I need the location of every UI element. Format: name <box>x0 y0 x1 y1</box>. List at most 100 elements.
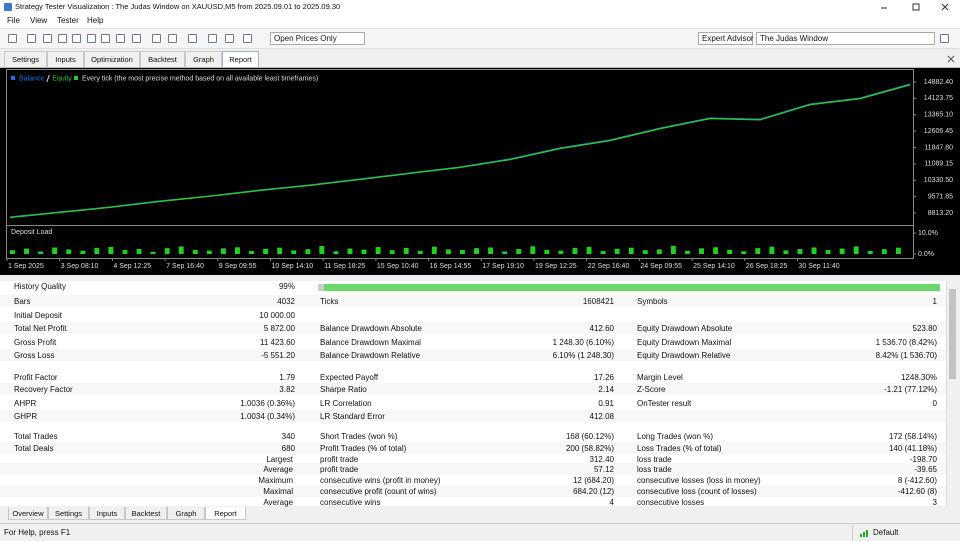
x-tick-label: 16 Sep 14:55 <box>430 263 472 270</box>
tab[interactable]: Backtest <box>140 51 185 67</box>
deposit-bar <box>94 247 100 254</box>
toolbar-button[interactable] <box>188 34 197 43</box>
toolbar-button[interactable] <box>101 34 110 43</box>
status-help: For Help, press F1 <box>4 528 71 537</box>
deposit-bar <box>502 251 508 254</box>
tab[interactable]: Report <box>222 51 259 67</box>
report-value: 340 <box>281 432 295 441</box>
bottom-tab-bar: Overview Settings Inputs Backtest Graph Repor… <box>0 507 960 521</box>
window-controls[interactable] <box>870 0 960 14</box>
menu-item[interactable]: Tester <box>57 16 79 25</box>
toolbar-button[interactable] <box>87 34 96 43</box>
toolbar-button[interactable] <box>132 34 141 43</box>
toolbar-button[interactable] <box>243 34 252 43</box>
deposit-bar <box>291 250 297 254</box>
menu-item[interactable]: View <box>30 16 48 25</box>
model-select[interactable]: Open Prices Only <box>270 32 365 45</box>
bottom-tab[interactable]: Graph <box>167 507 205 520</box>
deposit-bar <box>277 247 283 254</box>
toolbar-button[interactable] <box>43 34 52 43</box>
close[interactable] <box>941 3 949 11</box>
report-sublabel: Largest <box>266 455 293 464</box>
legend-mode: Every tick (the most precise method base… <box>82 75 318 82</box>
report-value: 168 (60.12%) <box>565 432 614 441</box>
deposit-bar <box>235 247 240 254</box>
report-label: Total Deals <box>14 444 54 453</box>
report-value: 412.60 <box>589 324 614 333</box>
report-label: OnTester result <box>637 399 692 408</box>
toolbar-button[interactable] <box>152 34 161 43</box>
program-type-select[interactable]: Expert Advisor <box>698 32 754 45</box>
report-value: -39.65 <box>914 465 937 474</box>
deposit-bar <box>797 248 803 254</box>
tab[interactable]: Optimization <box>84 51 140 67</box>
toolbar-button[interactable] <box>225 34 234 43</box>
deposit-bar <box>670 245 676 254</box>
scrollbar[interactable] <box>946 281 959 506</box>
bottom-tab[interactable]: Backtest <box>125 507 167 520</box>
legend-separator <box>46 74 50 83</box>
report-label: profit trade <box>320 455 359 464</box>
y-tick-label: 11089.15 <box>924 161 953 168</box>
legend-entry: Equity <box>52 75 72 82</box>
deposit-bar <box>642 250 648 254</box>
bottom-tab[interactable]: Settings <box>48 507 89 520</box>
toolbar-button[interactable] <box>116 34 125 43</box>
row-band <box>0 322 946 334</box>
report-label: Expected Payoff <box>320 373 379 382</box>
toolbar-button[interactable] <box>208 34 217 43</box>
report-sublabel: Maximum <box>258 476 293 485</box>
deposit-bar <box>333 251 339 254</box>
tab[interactable]: Graph <box>185 51 222 67</box>
toolbar: Open Prices Only Expert Advisor The Juda… <box>0 29 960 49</box>
report-label: Short Trades (won %) <box>320 432 398 441</box>
deposit-bar <box>713 247 719 254</box>
bottom-tab[interactable]: Report <box>205 507 246 520</box>
deposit-bar <box>220 248 226 254</box>
toolbar-button[interactable] <box>168 34 177 43</box>
bottom-tab[interactable]: Inputs <box>89 507 125 520</box>
deposit-bar <box>445 249 451 254</box>
deposit-bar <box>150 251 156 254</box>
report-value: 684.20 (12) <box>573 487 614 496</box>
deposit-bar <box>488 247 494 254</box>
deposit-bar <box>614 248 620 254</box>
row-band <box>0 485 946 497</box>
toolbar-button[interactable] <box>8 34 17 43</box>
row-band <box>0 442 946 454</box>
scroll-thumb[interactable] <box>949 289 956 379</box>
maximize[interactable] <box>912 3 920 11</box>
deposit-bar <box>600 251 606 254</box>
toolbar-button[interactable] <box>27 34 36 43</box>
toolbar-button[interactable] <box>72 34 81 43</box>
legend-swatch <box>74 76 78 80</box>
signal-icon <box>860 530 868 537</box>
report-label: loss trade <box>637 455 672 464</box>
report-label: consecutive losses (loss in money) <box>637 476 761 485</box>
close-panel[interactable] <box>946 54 956 64</box>
toolbar-button[interactable] <box>58 34 67 43</box>
report-value: 1.0036 (0.36%) <box>240 399 295 408</box>
deposit-bar <box>52 247 58 254</box>
menu-item[interactable]: Help <box>87 16 104 25</box>
deposit-bar <box>178 246 184 254</box>
y-tick-label: 14882.40 <box>924 79 953 86</box>
report-label: Z-Score <box>637 385 666 394</box>
program-name-field[interactable]: The Judas Window <box>756 32 935 45</box>
report-value: 0 <box>932 399 937 408</box>
x-tick-label: 7 Sep 16:40 <box>166 263 204 270</box>
bottom-tab[interactable]: Overview <box>8 507 48 520</box>
menu-item[interactable]: File <box>7 16 20 25</box>
deposit-bar <box>530 246 536 254</box>
tab[interactable]: Inputs <box>47 51 84 67</box>
tab[interactable]: Settings <box>4 51 47 67</box>
report-value: 1 248.30 (6.10%) <box>552 338 614 347</box>
deposit-bar <box>375 247 381 254</box>
report-sublabel: Maximal <box>263 487 293 496</box>
deposit-bar <box>572 247 578 254</box>
toolbar-button[interactable] <box>940 34 949 43</box>
report-value: 2.14 <box>598 385 614 394</box>
report-value: 3 <box>932 498 937 507</box>
deposit-bar <box>558 250 564 254</box>
y-tick-label: 0.0% <box>918 251 934 258</box>
